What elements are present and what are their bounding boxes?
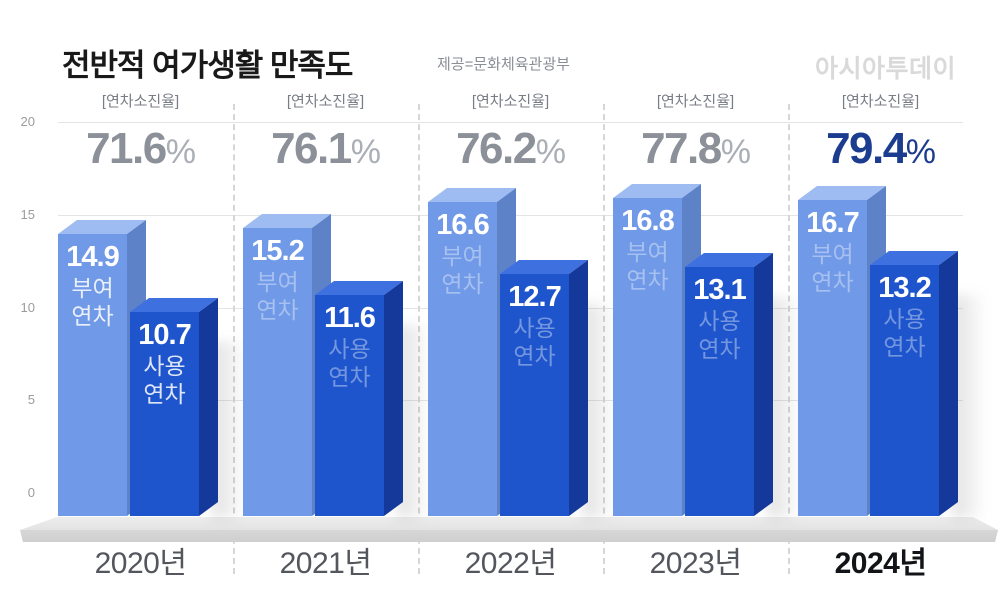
percent-sign: % [165, 133, 196, 171]
bar-series-label: 부여 연차 [441, 243, 484, 297]
bar-series-label: 사용 연차 [698, 308, 741, 362]
percent-sign: % [350, 133, 381, 171]
x-axis-label-2024년: 2024년 [834, 547, 927, 580]
y-axis-tick-20: 20 [20, 114, 35, 129]
x-axis-label-2020년: 2020년 [94, 547, 187, 580]
y-axis-tick-5: 5 [27, 392, 35, 408]
burnout-rate-number: 76.1 [271, 124, 352, 173]
used-leave-bar-2024년: 13.2 사용 연차 [870, 250, 958, 516]
burnout-rate-value: 79.4% [788, 123, 973, 175]
page-title: 전반적 여가생활 만족도 [62, 48, 353, 83]
granted-leave-bar-2020년: 14.9 부여 연차 [58, 219, 146, 516]
burnout-rate-header: [연차소진율] [286, 93, 365, 110]
used-leave-bar-2022년: 12.7 사용 연차 [500, 259, 588, 516]
burnout-rate-number: 71.6 [86, 124, 167, 173]
bar-value: 14.9 [66, 241, 119, 273]
bar-side-face [384, 280, 403, 516]
bar-series-label: 부여 연차 [256, 269, 299, 323]
bar-series-label: 사용 연차 [883, 306, 926, 360]
used-leave-bar-2023년: 13.1 사용 연차 [685, 252, 773, 516]
granted-leave-bar-2021년: 15.2 부여 연차 [243, 213, 331, 516]
bar-series-label: 사용 연차 [143, 353, 186, 407]
burnout-rate-header: [연차소진율] [841, 93, 920, 110]
group-separator [418, 104, 420, 574]
burnout-rate-header: [연차소진율] [101, 93, 180, 110]
bar-value: 13.1 [693, 274, 746, 306]
group-separator [788, 104, 790, 574]
percent-sign: % [535, 133, 566, 171]
bar-value: 11.6 [324, 302, 376, 334]
bar-value: 16.8 [621, 205, 674, 237]
group-separator [233, 104, 235, 574]
bar-series-label: 사용 연차 [513, 315, 556, 369]
bar-front-face: 11.6 사용 연차 [315, 295, 384, 516]
floor-slab-top [20, 517, 998, 530]
used-leave-bar-2021년: 11.6 사용 연차 [315, 280, 403, 516]
bar-front-face: 16.8 부여 연차 [613, 198, 682, 516]
y-axis-tick-10: 10 [20, 299, 35, 315]
bar-series-label: 부여 연차 [71, 275, 114, 329]
gridline-20 [58, 122, 963, 123]
granted-leave-bar-2024년: 16.7 부여 연차 [798, 185, 886, 516]
bar-front-face: 12.7 사용 연차 [500, 274, 569, 516]
bar-side-face [199, 297, 218, 516]
burnout-rate-value: 76.1% [233, 123, 418, 175]
x-axis-label-2021년: 2021년 [279, 547, 372, 580]
floor-slab-front [20, 530, 998, 542]
bar-front-face: 16.7 부여 연차 [798, 200, 867, 516]
percent-sign: % [720, 133, 751, 171]
bar-side-face [939, 250, 958, 516]
granted-leave-bar-2022년: 16.6 부여 연차 [428, 187, 516, 516]
bar-value: 16.6 [436, 209, 489, 241]
bar-front-face: 16.6 부여 연차 [428, 202, 497, 516]
bar-value: 13.2 [878, 272, 931, 304]
bar-side-face [754, 252, 773, 516]
bar-value: 12.7 [508, 281, 561, 313]
bar-series-label: 부여 연차 [811, 241, 854, 295]
group-separator [603, 104, 605, 574]
burnout-rate-header: [연차소진율] [656, 93, 735, 110]
granted-leave-bar-2023년: 16.8 부여 연차 [613, 183, 701, 516]
x-axis-label-2023년: 2023년 [649, 547, 742, 580]
burnout-rate-value: 77.8% [603, 123, 788, 175]
x-axis-label-2022년: 2022년 [464, 547, 557, 580]
bar-side-face [569, 259, 588, 516]
bar-front-face: 13.2 사용 연차 [870, 265, 939, 516]
brand-logo: 아시아투데이 [815, 55, 957, 83]
burnout-rate-value: 76.2% [418, 123, 603, 175]
bar-front-face: 13.1 사용 연차 [685, 267, 754, 516]
percent-sign: % [905, 133, 936, 171]
burnout-rate-number: 76.2 [456, 124, 537, 173]
source-credit: 제공=문화체육관광부 [437, 56, 570, 73]
bar-series-label: 사용 연차 [328, 336, 371, 390]
burnout-rate-header: [연차소진율] [471, 93, 550, 110]
bar-front-face: 14.9 부여 연차 [58, 234, 127, 516]
used-leave-bar-2020년: 10.7 사용 연차 [130, 297, 218, 516]
bar-value: 16.7 [806, 207, 859, 239]
burnout-rate-value: 71.6% [48, 123, 233, 175]
burnout-rate-number: 77.8 [641, 124, 722, 173]
bar-front-face: 10.7 사용 연차 [130, 312, 199, 516]
y-axis-tick-15: 15 [20, 206, 35, 222]
y-axis-tick-0: 0 [27, 485, 35, 500]
bar-value: 10.7 [138, 319, 191, 351]
burnout-rate-number: 79.4 [826, 124, 907, 173]
bar-front-face: 15.2 부여 연차 [243, 228, 312, 516]
bar-value: 15.2 [251, 235, 304, 267]
bar-series-label: 부여 연차 [626, 239, 669, 293]
